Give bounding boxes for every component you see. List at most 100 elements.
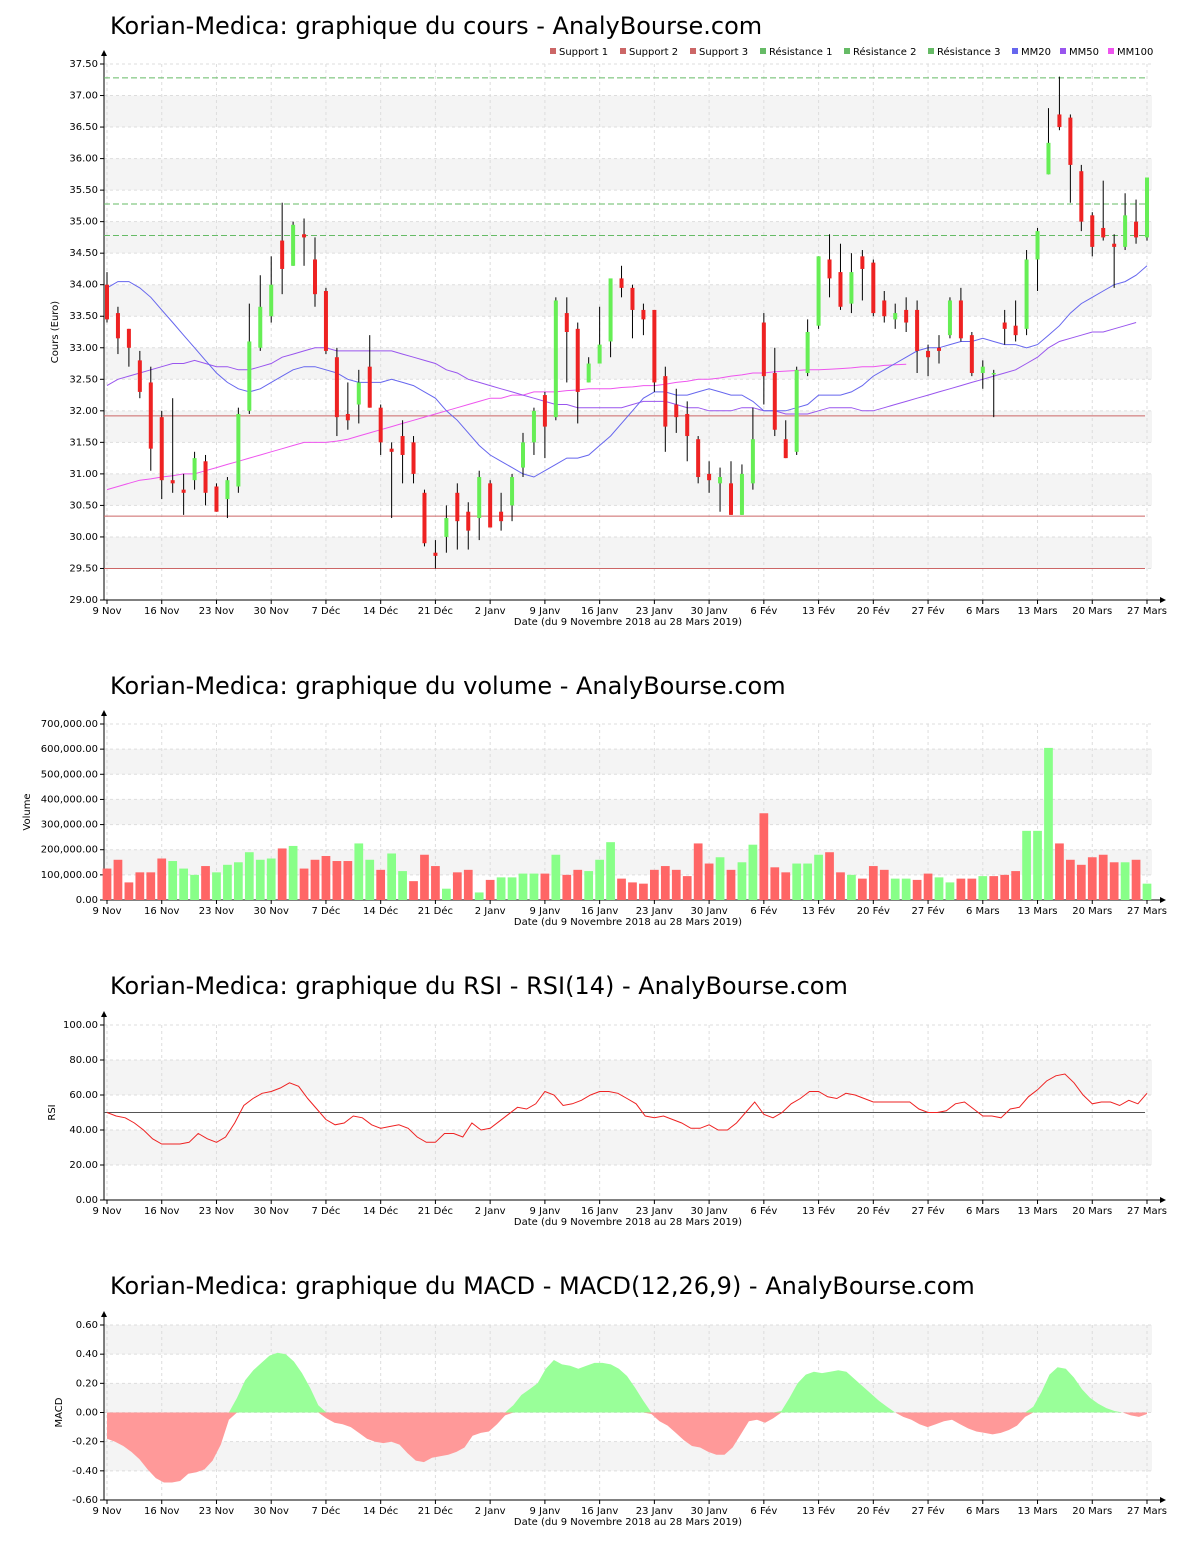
macd-xlabel: Date (du 9 Novembre 2018 au 28 Mars 2019…: [514, 1517, 742, 1528]
price-x-axis-arrow: [1160, 597, 1166, 603]
price-chart-legend: Support 1 Support 2 Support 3 Résistance…: [550, 46, 1153, 58]
rsi-xtick-label: 21 Déc: [418, 1205, 453, 1217]
volume-bar: [671, 869, 681, 900]
rsi-y-axis-arrow: [101, 1011, 107, 1017]
candle-body: [816, 256, 821, 326]
volume-bar: [212, 872, 221, 900]
price-ytick-label: 34.50: [69, 248, 98, 259]
legend-swatch-resistance-2: [844, 48, 850, 54]
volume-xtick-label: 20 Mars: [1072, 906, 1112, 917]
candle-body: [871, 262, 876, 314]
candle-body: [674, 404, 679, 418]
volume-ylabel: Volume: [22, 793, 33, 830]
volume-bar: [595, 859, 604, 900]
volume-bars: [102, 747, 1152, 900]
macd-x-axis-arrow: [1160, 1497, 1166, 1503]
candle-body: [323, 291, 328, 351]
candle-body: [1013, 325, 1018, 336]
candle-body: [302, 234, 307, 238]
price-ytick-label: 32.50: [69, 374, 98, 385]
volume-bar: [463, 869, 473, 900]
volume-chart-title: Korian-Medica: graphique du volume - Ana…: [110, 672, 786, 700]
volume-bar: [1033, 830, 1042, 900]
volume-xlabel: Date (du 9 Novembre 2018 au 28 Mars 2019…: [514, 917, 742, 928]
volume-bar: [1022, 830, 1031, 900]
candle-body: [553, 300, 558, 418]
candle-body: [1046, 142, 1051, 175]
macd-xtick-label: 9 Nov: [92, 1506, 121, 1517]
volume-bar: [310, 859, 320, 900]
candle-body: [389, 448, 394, 452]
candle-body: [1145, 177, 1149, 238]
volume-bar: [223, 864, 232, 900]
volume-bar: [201, 866, 210, 900]
candle-body: [291, 224, 296, 266]
rsi-xtick-label: 9 Janv: [529, 1206, 560, 1217]
volume-bar: [814, 854, 823, 900]
volume-bar: [650, 869, 659, 900]
candle-body: [477, 477, 482, 519]
price-band: [104, 536, 1152, 569]
candle-body: [718, 477, 723, 484]
volume-bar: [836, 872, 845, 900]
candle-body: [969, 335, 974, 373]
volume-ytick-label: 500,000.00: [41, 769, 98, 780]
volume-bar: [1044, 747, 1053, 900]
volume-bar: [901, 878, 911, 900]
rsi-chart-title: Korian-Medica: graphique du RSI - RSI(14…: [110, 972, 848, 1000]
candle-body: [805, 332, 810, 373]
rsi-xlabel: Date (du 9 Novembre 2018 au 28 Mars 2019…: [514, 1217, 742, 1228]
macd-xtick-label: 30 Janv: [690, 1506, 727, 1517]
volume-bar: [1087, 857, 1097, 900]
volume-bar: [792, 863, 802, 900]
volume-bar: [551, 854, 561, 900]
volume-bar: [124, 882, 134, 900]
volume-bar: [157, 858, 167, 900]
macd-xtick-label: 16 Nov: [144, 1506, 180, 1517]
volume-ytick-label: 700,000.00: [41, 719, 98, 730]
volume-xtick-label: 27 Mars: [1127, 906, 1167, 917]
volume-bar: [1109, 862, 1119, 900]
price-panel: 29.00 29.50 30.00 30.50 31.00 31.50 32.00 32.50…: [50, 50, 1167, 628]
candles: [105, 76, 1149, 569]
volume-bar: [1076, 864, 1086, 900]
legend-swatch-resistance-1: [760, 48, 766, 54]
candle-body: [575, 328, 580, 392]
volume-bar: [485, 879, 495, 900]
rsi-xtick-label: 13 Mars: [1018, 1206, 1058, 1217]
volume-bar: [956, 878, 966, 900]
volume-bar: [266, 858, 276, 900]
volume-xtick-label: 23 Janv: [636, 906, 673, 917]
price-ytick-label: 30.00: [69, 532, 98, 543]
legend-swatch-support-3: [690, 48, 696, 54]
rsi-xtick-label: 6 Fév: [750, 1205, 777, 1217]
candle-body: [794, 369, 799, 452]
rsi-xtick-label: 2 Janv: [475, 1206, 506, 1217]
volume-xtick-label: 16 Janv: [581, 906, 618, 917]
volume-bar: [989, 876, 999, 900]
candle-body: [411, 442, 416, 474]
volume-bar: [606, 842, 615, 900]
volume-xtick-label: 14 Déc: [363, 905, 398, 917]
volume-bar: [617, 878, 626, 900]
macd-panel: -0.60 -0.40 -0.20 0.00 0.20 0.40 0.60 9 Nov 16 N…: [54, 1311, 1167, 1528]
candle-body: [915, 309, 920, 351]
price-ytick-label: 33.00: [69, 343, 98, 354]
volume-xtick-label: 21 Déc: [418, 905, 453, 917]
volume-ytick-label: 400,000.00: [41, 794, 98, 805]
macd-xtick-label: 13 Fév: [802, 1505, 835, 1517]
price-xlabel: Date (du 9 Novembre 2018 au 28 Mars 2019…: [514, 617, 742, 628]
price-ytick-label: 29.00: [69, 595, 98, 606]
volume-bar: [628, 882, 637, 900]
candle-body: [148, 382, 153, 449]
candle-body: [356, 382, 361, 405]
volume-bar: [288, 845, 298, 900]
rsi-xtick-label: 20 Fév: [857, 1205, 890, 1217]
price-xtick-label: 20 Mars: [1072, 606, 1112, 617]
price-xtick-label: 21 Déc: [418, 605, 453, 617]
candle-body: [499, 511, 504, 522]
macd-xtick-label: 6 Fév: [750, 1505, 777, 1517]
candle-body: [269, 284, 274, 317]
price-xtick-label: 14 Déc: [363, 605, 398, 617]
volume-bar: [748, 844, 758, 900]
